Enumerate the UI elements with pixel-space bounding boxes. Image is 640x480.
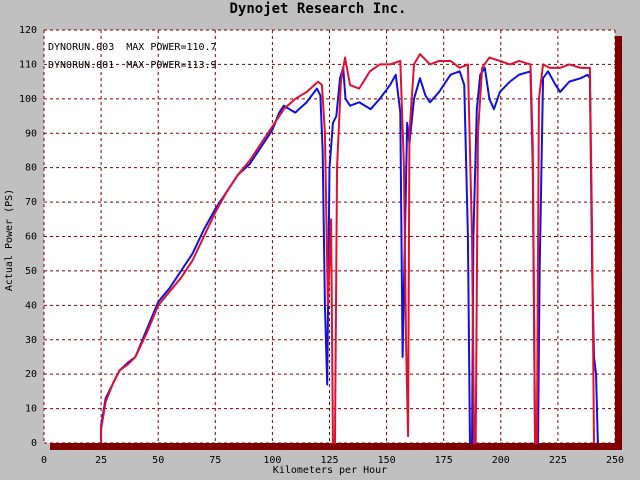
x-tick-label: 75 bbox=[209, 455, 221, 466]
legend: DYNORUN.003 MAX POWER=110.7 DYNORUN.001 M… bbox=[48, 42, 217, 71]
x-tick-label: 25 bbox=[95, 455, 107, 466]
grid bbox=[43, 29, 616, 444]
lines bbox=[100, 53, 599, 444]
y-tick-label: 100 bbox=[19, 94, 37, 105]
x-tick-label: 250 bbox=[606, 455, 624, 466]
x-tick-label: 175 bbox=[435, 455, 453, 466]
legend-entry: DYNORUN.003 MAX POWER=110.7 bbox=[48, 42, 217, 53]
y-tick-label: 10 bbox=[25, 404, 37, 415]
y-tick-label: 70 bbox=[25, 197, 37, 208]
y-tick-label: 60 bbox=[25, 232, 37, 243]
y-tick-label: 50 bbox=[25, 266, 37, 277]
y-tick-label: 0 bbox=[31, 438, 37, 449]
x-tick-label: 100 bbox=[263, 455, 281, 466]
x-tick-label: 0 bbox=[41, 455, 47, 466]
y-tick-label: 80 bbox=[25, 163, 37, 174]
x-tick-label: 50 bbox=[152, 455, 164, 466]
y-axis-label: Actual Power (PS) bbox=[4, 189, 15, 291]
y-tick-label: 120 bbox=[19, 25, 37, 36]
y-tick-label: 20 bbox=[25, 369, 37, 380]
y-tick-label: 30 bbox=[25, 335, 37, 346]
x-tick-label: 125 bbox=[320, 455, 338, 466]
legend-entry: DYNORUN.001 MAX POWER=113.9 bbox=[48, 60, 217, 71]
y-tick-label: 40 bbox=[25, 300, 37, 311]
frame-shadow-bottom bbox=[50, 443, 622, 450]
x-tick-label: 150 bbox=[378, 455, 396, 466]
y-tick-label: 90 bbox=[25, 128, 37, 139]
x-axis-label: Kilometers per Hour bbox=[273, 465, 387, 476]
power-line bbox=[100, 53, 595, 444]
ticks: 0 25 50 75 100 125 150 175 200 225 250 0 10 20 30 40 50 6… bbox=[19, 25, 624, 466]
x-tick-label: 200 bbox=[492, 455, 510, 466]
chart-title: Dynojet Research Inc. bbox=[229, 1, 406, 17]
x-tick-label: 225 bbox=[549, 455, 567, 466]
frame-shadow-right bbox=[615, 36, 622, 450]
y-tick-label: 110 bbox=[19, 59, 37, 70]
